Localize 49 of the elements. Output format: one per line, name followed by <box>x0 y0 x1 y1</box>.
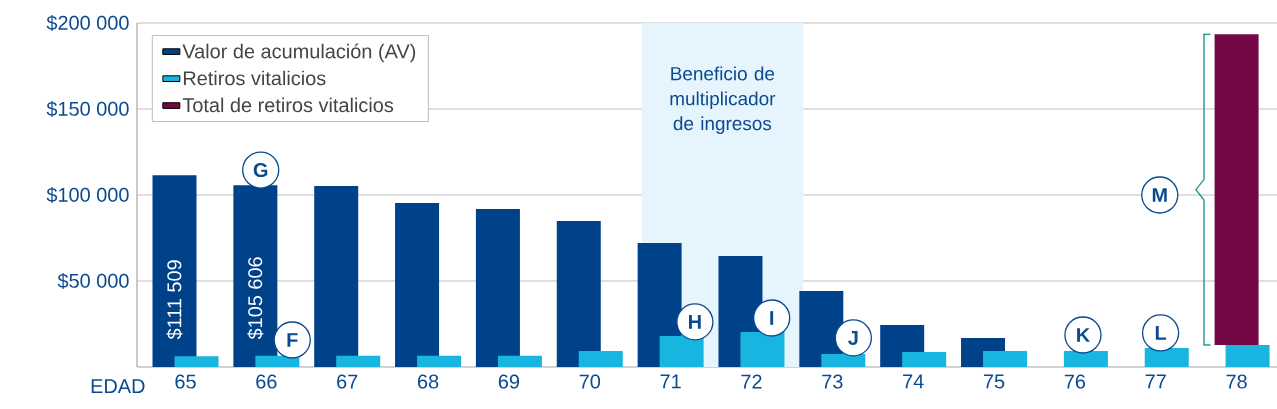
bar <box>314 186 359 367</box>
y-tick-label: $50 000 <box>57 272 129 290</box>
data-label: $111 509 <box>166 260 183 340</box>
x-tick-label: 77 <box>1145 374 1166 389</box>
annotation: M <box>1152 188 1167 202</box>
x-tick-label: 71 <box>660 374 681 389</box>
annotation: K <box>1077 328 1090 342</box>
x-tick-label: 70 <box>579 374 601 389</box>
x-tick-label: 73 <box>822 374 843 389</box>
bar <box>395 203 440 367</box>
bar <box>902 352 947 367</box>
bar <box>983 351 1028 367</box>
bar <box>336 355 381 367</box>
y-tick-label: $150 000 <box>46 100 129 118</box>
x-tick-label: 66 <box>256 374 277 389</box>
bar <box>578 351 623 367</box>
x-tick-label: 68 <box>418 374 439 389</box>
x-tick-label: 75 <box>983 374 1005 389</box>
annotation: F <box>287 333 298 347</box>
bar <box>497 355 542 367</box>
data-label: $105 606 <box>247 257 264 340</box>
bar <box>152 175 197 367</box>
y-tick-label: $100 000 <box>46 186 129 204</box>
x-tick-label: 76 <box>1064 374 1086 389</box>
bar <box>174 356 219 367</box>
bar <box>1214 34 1259 345</box>
x-tick-label: 78 <box>1226 374 1247 389</box>
bar <box>417 355 462 367</box>
annotation: H <box>689 315 701 329</box>
legend-label: Total de retiros vitalicios <box>182 97 394 113</box>
x-axis-title: EDAD <box>91 379 145 393</box>
band-label: Beneficio de multiplicador de ingresos <box>670 66 776 134</box>
x-tick-label: 67 <box>337 374 358 389</box>
bar <box>475 208 520 367</box>
bar <box>556 220 601 367</box>
legend-label: Valor de acumulación (AV) <box>182 43 416 63</box>
x-tick-label: 69 <box>498 374 520 389</box>
x-tick-label: 74 <box>903 374 924 389</box>
x-tick-label: 65 <box>175 374 196 389</box>
x-tick-label: 72 <box>741 374 762 389</box>
annotation: I <box>770 311 774 325</box>
y-tick-label: $200 000 <box>46 14 129 32</box>
legend-label: Retiros vitalicios <box>183 70 326 86</box>
annotation: L <box>1155 326 1167 340</box>
annotation: J <box>848 330 858 345</box>
bar <box>1144 348 1189 367</box>
bar <box>1225 344 1270 367</box>
annotation: G <box>253 163 268 178</box>
bar <box>1063 351 1108 367</box>
